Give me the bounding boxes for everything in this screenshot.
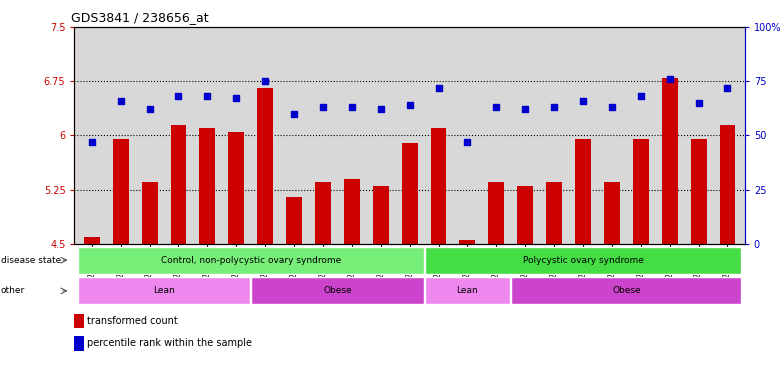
- Text: transformed count: transformed count: [86, 316, 177, 326]
- Bar: [488, 182, 504, 244]
- Text: GDS3841 / 238656_at: GDS3841 / 238656_at: [71, 11, 209, 24]
- Bar: [199, 128, 216, 244]
- Bar: [344, 179, 360, 244]
- Bar: [78, 277, 250, 305]
- Bar: [604, 182, 620, 244]
- Bar: [662, 78, 677, 244]
- Point: [634, 93, 647, 99]
- Text: Lean: Lean: [456, 286, 478, 295]
- Bar: [373, 186, 389, 244]
- Bar: [113, 139, 129, 244]
- Bar: [286, 197, 302, 244]
- Bar: [425, 247, 742, 274]
- Text: Lean: Lean: [153, 286, 175, 295]
- Bar: [257, 88, 273, 244]
- Bar: [633, 139, 648, 244]
- Point: [114, 98, 127, 104]
- Text: Polycystic ovary syndrome: Polycystic ovary syndrome: [523, 256, 644, 265]
- Point: [519, 106, 532, 113]
- Bar: [401, 142, 418, 244]
- Text: disease state: disease state: [1, 256, 61, 265]
- Point: [317, 104, 329, 110]
- Bar: [546, 182, 562, 244]
- Bar: [84, 237, 100, 244]
- Text: Obese: Obese: [323, 286, 352, 295]
- Bar: [430, 128, 446, 244]
- Bar: [511, 277, 742, 305]
- Text: Obese: Obese: [612, 286, 641, 295]
- Point: [692, 100, 705, 106]
- Bar: [78, 247, 423, 274]
- Point: [201, 93, 214, 99]
- Bar: [720, 124, 735, 244]
- Point: [259, 78, 271, 84]
- Point: [461, 139, 474, 145]
- Point: [85, 139, 98, 145]
- Bar: [691, 139, 706, 244]
- Bar: [228, 132, 245, 244]
- Text: Control, non-polycystic ovary syndrome: Control, non-polycystic ovary syndrome: [161, 256, 341, 265]
- Bar: [171, 124, 187, 244]
- Point: [288, 111, 300, 117]
- Point: [403, 102, 416, 108]
- Text: percentile rank within the sample: percentile rank within the sample: [86, 338, 252, 348]
- Point: [143, 106, 156, 113]
- Bar: [459, 240, 475, 244]
- Point: [577, 98, 590, 104]
- Bar: [74, 336, 84, 351]
- Point: [721, 84, 734, 91]
- Bar: [517, 186, 533, 244]
- Point: [432, 84, 445, 91]
- Text: other: other: [1, 286, 25, 295]
- Point: [172, 93, 185, 99]
- Bar: [142, 182, 158, 244]
- Bar: [315, 182, 331, 244]
- Point: [490, 104, 503, 110]
- Bar: [74, 314, 84, 328]
- Point: [605, 104, 618, 110]
- Point: [375, 106, 387, 113]
- Point: [230, 95, 242, 101]
- Bar: [425, 277, 510, 305]
- Point: [346, 104, 358, 110]
- Point: [548, 104, 561, 110]
- Point: [663, 76, 676, 82]
- Bar: [575, 139, 591, 244]
- Bar: [252, 277, 423, 305]
